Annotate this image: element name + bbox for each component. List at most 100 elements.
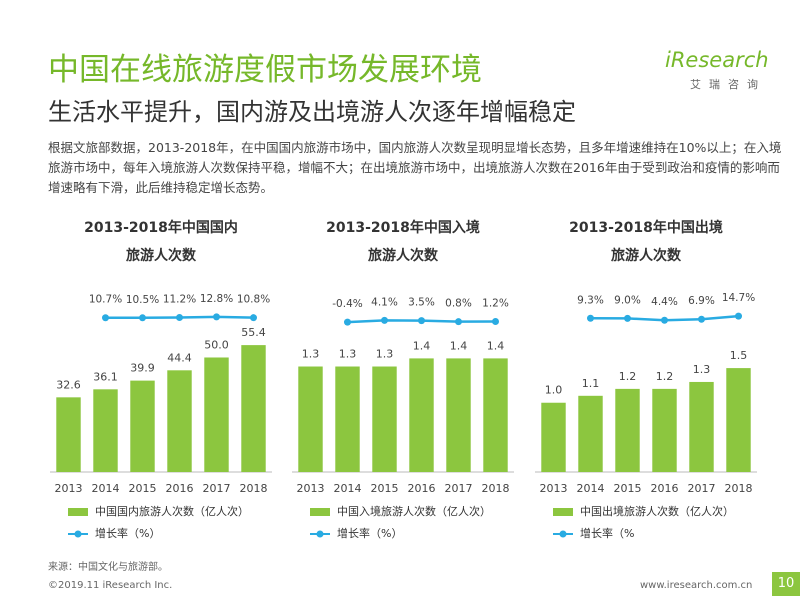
chart-title: 旅游人次数 [126, 247, 197, 264]
bar [335, 366, 360, 472]
data-label: 4.1% [371, 296, 398, 308]
bar [56, 397, 81, 472]
legend-label: 增长率（%） [95, 526, 160, 540]
growth-point [418, 317, 425, 325]
bar [578, 395, 603, 472]
legend-label: 增长率（%） [337, 526, 402, 540]
chart-title: 旅游人次数 [368, 247, 439, 264]
data-label: 10.5% [126, 294, 159, 306]
growth-point [250, 314, 257, 322]
bar [689, 381, 714, 472]
page-number: 10 [772, 572, 800, 596]
legend-swatch [310, 508, 330, 516]
source: 来源：中国文化与旅游部。 [48, 562, 168, 573]
legend-swatch [553, 508, 573, 516]
data-label: 1.3 [376, 348, 394, 361]
x-tick-label: 2017 [688, 482, 716, 495]
x-tick-label: 2017 [203, 482, 231, 495]
x-tick-label: 2016 [408, 482, 436, 495]
legend-label: 增长率（% [580, 526, 634, 540]
growth-point [213, 313, 220, 321]
growth-point [624, 314, 631, 322]
bar [541, 402, 566, 472]
x-tick-label: 2017 [445, 482, 473, 495]
data-label: 1.2 [619, 370, 637, 383]
x-tick-label: 2016 [166, 482, 194, 495]
x-tick-label: 2013 [55, 482, 83, 495]
chart-title: 2013-2018年中国出境 [569, 219, 723, 236]
legend-dot [316, 530, 324, 538]
bar [483, 358, 508, 472]
growth-point [344, 318, 351, 326]
x-tick-label: 2014 [577, 482, 605, 495]
data-label: 1.3 [693, 363, 711, 376]
title: 中国在线旅游度假市场发展环境 [48, 52, 482, 88]
chart-title: 2013-2018年中国国内 [84, 219, 238, 236]
logo: iResearch [665, 48, 769, 72]
subtitle: 生活水平提升，国内游及出境游人次逐年增幅稳定 [48, 98, 576, 126]
data-label: 6.9% [688, 295, 715, 307]
chart-title: 2013-2018年中国入境 [326, 219, 480, 236]
legend-dot [74, 530, 82, 538]
data-label: 14.7% [722, 292, 755, 304]
legend-label: 中国国内旅游人次数（亿人次） [95, 504, 249, 518]
x-tick-label: 2013 [540, 482, 568, 495]
data-label: 1.2 [656, 370, 674, 383]
data-label: 1.2% [482, 298, 509, 310]
data-label: 1.3 [302, 348, 320, 361]
logo-sub: 艾瑞咨询 [690, 78, 766, 91]
data-label: 32.6 [56, 378, 81, 391]
chart-title: 旅游人次数 [611, 247, 682, 264]
bar [93, 389, 118, 472]
bar [130, 380, 155, 472]
legend-dot [559, 530, 567, 538]
x-tick-label: 2014 [334, 482, 362, 495]
legend-label: 中国出境旅游人次数（亿人次） [580, 504, 734, 518]
growth-point [381, 316, 388, 324]
data-label: 12.8% [200, 293, 233, 305]
x-tick-label: 2015 [371, 482, 399, 495]
x-tick-label: 2014 [92, 482, 120, 495]
data-label: 1.4 [413, 339, 431, 352]
growth-point [455, 318, 462, 326]
data-label: 1.4 [450, 339, 468, 352]
bar [241, 345, 266, 472]
growth-point [587, 314, 594, 322]
growth-point [492, 318, 499, 326]
data-label: 50.0 [204, 338, 229, 351]
footer: ©2019.11 iResearch Inc. [48, 580, 173, 591]
x-tick-label: 2018 [725, 482, 753, 495]
growth-point [139, 314, 146, 322]
growth-point [698, 315, 705, 323]
data-label: 1.3 [339, 348, 357, 361]
data-label: 55.4 [241, 326, 266, 339]
data-label: 36.1 [93, 370, 118, 383]
legend-swatch [68, 508, 88, 516]
x-tick-label: 2016 [651, 482, 679, 495]
bar [615, 388, 640, 472]
data-label: 39.9 [130, 362, 155, 375]
data-label: 4.4% [651, 296, 678, 308]
x-tick-label: 2018 [482, 482, 510, 495]
data-label: 44.4 [167, 351, 192, 364]
growth-point [735, 312, 742, 320]
data-label: 0.8% [445, 298, 472, 310]
data-label: 10.8% [237, 294, 270, 306]
x-tick-label: 2013 [297, 482, 325, 495]
bar [372, 366, 397, 472]
description: 根据文旅部数据，2013-2018年，在中国国内旅游市场中，国内旅游人次数呈现明… [48, 140, 782, 195]
data-label: 10.7% [89, 294, 122, 306]
data-label: 9.3% [577, 294, 604, 306]
x-tick-label: 2015 [614, 482, 642, 495]
bar [298, 366, 323, 472]
bar [652, 388, 677, 472]
data-label: 1.5 [730, 349, 748, 362]
data-label: 9.0% [614, 294, 641, 306]
data-label: 1.0 [545, 384, 563, 397]
bar [167, 370, 192, 472]
growth-point [176, 314, 183, 322]
data-label: -0.4% [332, 298, 362, 310]
legend-label: 中国入境旅游人次数（亿人次） [337, 504, 491, 518]
